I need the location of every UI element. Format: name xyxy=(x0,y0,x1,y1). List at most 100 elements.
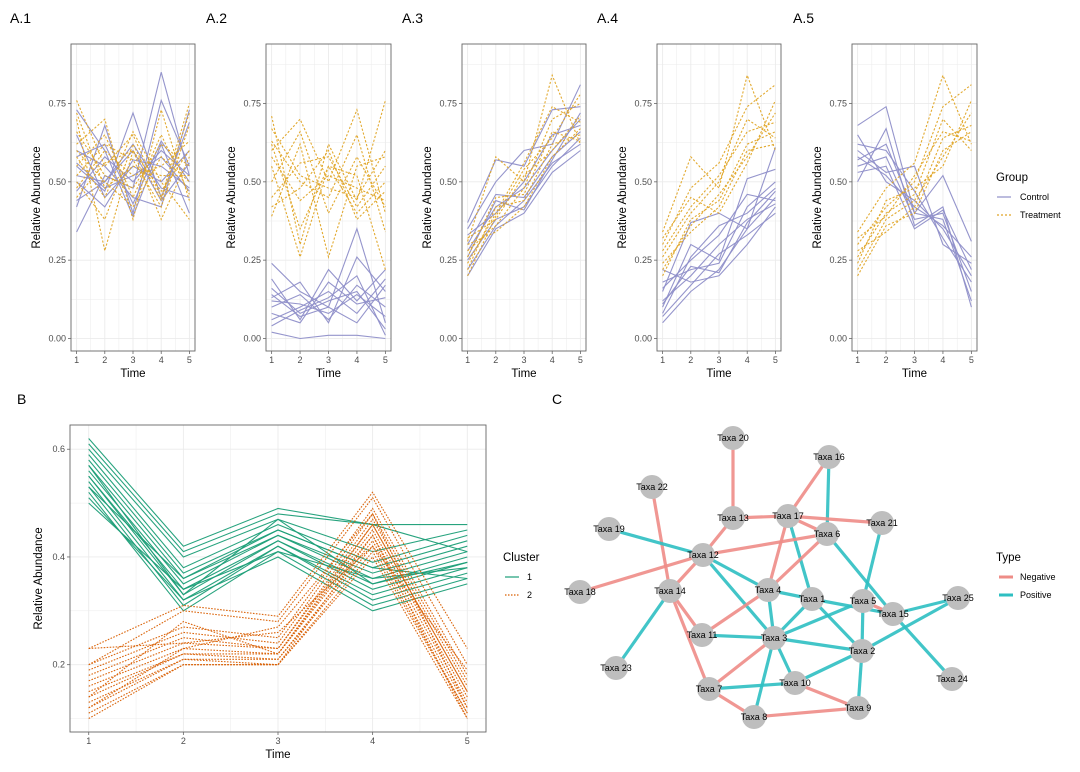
y-tick-label: 0.2 xyxy=(52,660,65,670)
node-label: Taxa 4 xyxy=(755,585,782,595)
edge-positive xyxy=(708,681,796,691)
x-tick-label: 2 xyxy=(493,355,498,365)
edge-positive xyxy=(773,599,864,640)
node-circle xyxy=(776,504,800,528)
chart-a3: 0.00 0.25 0.50 0.75 1 2 3 4 5 Time Relative Abunda… xyxy=(422,43,587,380)
series-line-control xyxy=(662,187,776,314)
y-tick-label: 0.75 xyxy=(634,99,652,109)
node-circle xyxy=(604,656,628,680)
edge-positive xyxy=(614,590,672,669)
series-line-cluster-1 xyxy=(88,438,468,547)
series-line-treatment xyxy=(271,133,386,233)
y-axis-title: Relative Abundance xyxy=(617,146,629,248)
series-line-cluster-2 xyxy=(88,507,468,676)
x-tick-label: 3 xyxy=(326,355,331,365)
x-tick-label: 4 xyxy=(550,355,555,365)
series-line-cluster-1 xyxy=(88,443,468,553)
node-circle xyxy=(817,445,841,469)
node-label: Taxa 6 xyxy=(814,529,841,539)
x-tick-label: 1 xyxy=(74,355,79,365)
series-line-control xyxy=(271,284,386,321)
network-node: Taxa 16 xyxy=(813,445,845,469)
network-node: Taxa 11 xyxy=(687,623,717,647)
series-line-treatment xyxy=(662,84,776,245)
y-tick-label: 0.50 xyxy=(634,177,652,187)
network-node: Taxa 24 xyxy=(936,667,968,691)
x-tick-label: 3 xyxy=(275,736,280,746)
y-tick-label: 0.50 xyxy=(439,177,457,187)
node-label: Taxa 10 xyxy=(779,678,811,688)
type-legend-title: Type xyxy=(996,552,1021,564)
node-label: Taxa 7 xyxy=(696,684,723,694)
panel-label-a1: A.1 xyxy=(10,10,31,26)
edge-negative xyxy=(701,588,769,637)
series-line-treatment xyxy=(662,131,776,277)
x-tick-label: 2 xyxy=(298,355,303,365)
y-tick-label: 0.75 xyxy=(439,99,457,109)
series-line-control xyxy=(467,150,581,277)
network-node: Taxa 19 xyxy=(593,517,625,541)
series-line-treatment xyxy=(662,121,776,252)
series-line-cluster-2 xyxy=(88,545,468,714)
legend-label-cluster-2: 2 xyxy=(527,590,532,600)
series-line-control xyxy=(857,156,972,292)
series-line-control xyxy=(76,98,190,216)
edge-negative xyxy=(668,590,711,690)
network-node: Taxa 2 xyxy=(849,639,876,663)
x-axis-title: Time xyxy=(511,368,536,380)
x-tick-label: 3 xyxy=(521,355,526,365)
y-tick-label: 0.25 xyxy=(634,255,652,265)
series-line-cluster-1 xyxy=(88,497,468,612)
series-line-treatment xyxy=(76,119,190,251)
x-tick-label: 5 xyxy=(465,736,470,746)
x-tick-label: 1 xyxy=(86,736,91,746)
edge-positive xyxy=(825,456,831,535)
network-node: Taxa 6 xyxy=(814,522,841,546)
node-circle xyxy=(721,506,745,530)
network-node: Taxa 4 xyxy=(755,578,782,602)
y-tick-label: 0.75 xyxy=(243,99,261,109)
edge-positive xyxy=(825,532,895,616)
x-tick-label: 4 xyxy=(354,355,359,365)
panel-label-a3: A.3 xyxy=(402,10,423,26)
network-node: Taxa 5 xyxy=(850,589,877,613)
x-axis-title: Time xyxy=(902,368,927,380)
cluster-legend-title: Cluster xyxy=(503,552,540,564)
y-axis-title: Relative Abundance xyxy=(31,146,43,248)
series-line-control xyxy=(662,193,776,289)
node-label: Taxa 19 xyxy=(593,524,625,534)
series-line-control xyxy=(76,149,190,202)
series-line-cluster-2 xyxy=(88,534,468,703)
x-tick-label: 4 xyxy=(940,355,945,365)
series-line-treatment xyxy=(271,142,386,260)
node-label: Taxa 2 xyxy=(849,646,876,656)
network-node: Taxa 18 xyxy=(564,580,596,604)
series-line-control xyxy=(76,109,190,218)
panel-label-b: B xyxy=(17,391,26,407)
legend-label-control: Control xyxy=(1020,192,1049,202)
series-line-control xyxy=(662,203,776,302)
node-circle xyxy=(881,602,905,626)
series-line-cluster-2 xyxy=(88,518,468,687)
network-node: Taxa 1 xyxy=(799,587,825,611)
series-line-treatment xyxy=(271,128,386,199)
network-node: Taxa 23 xyxy=(600,656,632,680)
series-line-control xyxy=(662,206,776,283)
edge-negative xyxy=(579,553,704,594)
chart-a4: 0.00 0.25 0.50 0.75 1 2 3 4 5 Time Relative Abunda… xyxy=(617,43,782,380)
x-tick-label: 5 xyxy=(383,355,388,365)
node-label: Taxa 23 xyxy=(600,663,632,673)
y-tick-label: 0.75 xyxy=(48,99,66,109)
series-line-treatment xyxy=(857,84,972,245)
series-line-treatment xyxy=(76,150,190,208)
series-line-treatment xyxy=(76,112,190,221)
y-tick-label: 0.25 xyxy=(48,255,66,265)
node-label: Taxa 24 xyxy=(936,674,968,684)
node-label: Taxa 5 xyxy=(850,596,877,606)
y-tick-label: 0.25 xyxy=(439,255,457,265)
series-line-control xyxy=(662,181,776,283)
node-circle xyxy=(846,696,870,720)
series-line-treatment xyxy=(76,130,190,220)
series-line-cluster-2 xyxy=(88,512,468,682)
network-node: Taxa 20 xyxy=(717,426,749,450)
